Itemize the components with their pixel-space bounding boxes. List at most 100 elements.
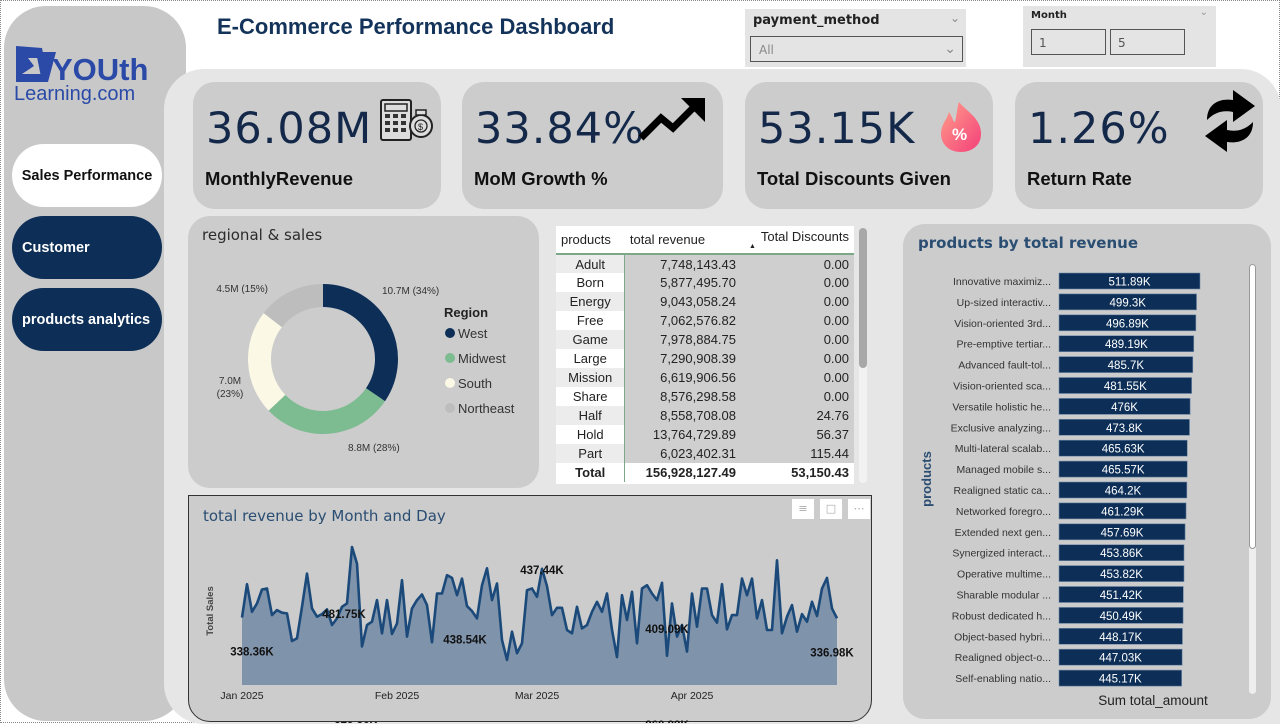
column-header[interactable]: products: [556, 226, 625, 255]
focus-mode-icon[interactable]: □: [820, 499, 842, 519]
kpi-value: 36.08M: [206, 104, 373, 154]
table-row: Part 6,023,402.31 115.44: [556, 444, 854, 463]
bar: [1058, 439, 1188, 457]
bar-category-label: Realigned object-o...: [955, 652, 1051, 664]
area-data-label: 437.44K: [520, 565, 564, 577]
bar-data-label: 451.42K: [1100, 590, 1143, 602]
bar-category-label: Operative multime...: [957, 569, 1051, 581]
kpi-label: MonthlyRevenue: [205, 168, 354, 189]
discount-flame-icon: %: [941, 102, 981, 152]
table-cell: 0.00: [741, 254, 854, 273]
kpi-total-discounts: 53.15K Total Discounts Given %: [745, 82, 993, 209]
table-cell: Large: [556, 349, 626, 368]
table-cell: Hold: [556, 425, 626, 444]
bar-category-label: Pre-emptive tertiar...: [956, 339, 1051, 351]
bar: [1058, 293, 1197, 311]
table-cell: 8,558,708.08: [624, 406, 741, 425]
bar: [1058, 648, 1183, 666]
table-cell: 0.00: [741, 273, 854, 292]
bar: [1058, 314, 1197, 332]
chevron-down-icon[interactable]: ⌄: [1199, 7, 1208, 18]
revenue-area-chart: Jan 2025 Feb 2025 Mar 2025 Apr 2025 Total Sa…: [205, 545, 854, 723]
scrollbar-thumb[interactable]: [859, 228, 867, 368]
bar-data-label: 485.7K: [1108, 360, 1145, 372]
bar-data-label: 473.8K: [1106, 423, 1143, 435]
series-line: [240, 545, 839, 662]
bar: [1058, 335, 1195, 352]
bar: [1058, 607, 1184, 624]
bar-category-label: Self-enabling natio...: [955, 673, 1051, 685]
scrollbar-thumb[interactable]: [1249, 264, 1256, 549]
y-axis-label: Total Sales: [205, 586, 216, 635]
chart-title: regional & sales: [202, 226, 323, 244]
donut-data-label: (23%): [217, 389, 244, 400]
bar-chart-scrollbar[interactable]: [1249, 264, 1256, 694]
nav-sales-performance[interactable]: Sales Performance: [12, 144, 162, 207]
kpi-label: Total Discounts Given: [757, 168, 951, 189]
donut-slice-west: [323, 284, 398, 402]
more-options-icon[interactable]: ⋯: [848, 499, 870, 519]
bar-data-label: 465.63K: [1102, 444, 1145, 456]
x-tick-label: Feb 2025: [375, 690, 420, 702]
table-cell: 0.00: [741, 349, 854, 368]
nav-label: Customer: [22, 239, 90, 256]
kpi-label: Return Rate: [1027, 168, 1132, 189]
filter-icon[interactable]: ≡: [792, 499, 814, 519]
donut-slice-south: [248, 313, 286, 411]
sidebar: YOUth Learning.com Sales Performance Cus…: [4, 6, 186, 721]
nav-customer[interactable]: Customer: [12, 216, 162, 279]
bar-category-label: Robust dedicated h...: [952, 610, 1051, 622]
nav-products-analytics[interactable]: products analytics: [12, 288, 162, 351]
bar-data-label: 465.57K: [1102, 465, 1145, 477]
donut-slice-northeast: [263, 284, 323, 328]
month-to-input[interactable]: 5: [1110, 29, 1185, 55]
area-data-label: 481.75K: [322, 609, 366, 621]
legend-item-northeast: Northeast: [458, 401, 515, 416]
table-cell: 7,290,908.39: [624, 349, 741, 368]
bar: [1058, 481, 1188, 499]
bar-data-label: 445.17K: [1099, 674, 1142, 686]
table-cell: 0.00: [741, 387, 854, 406]
bar-category-label: Vision-oriented sca...: [953, 381, 1051, 393]
table-cell: Born: [556, 273, 626, 292]
column-header[interactable]: Total Discounts ▲: [741, 226, 854, 255]
donut-slice-midwest: [268, 388, 385, 434]
bar-data-label: 453.82K: [1100, 569, 1143, 581]
table-row: Free 7,062,576.82 0.00: [556, 311, 854, 330]
month-slicer: Month ⌄ 1 5: [1023, 6, 1216, 67]
bar-data-label: 447.03K: [1099, 653, 1142, 665]
payment-method-dropdown[interactable]: All ⌄: [750, 36, 963, 62]
table-cell: 156,928,127.49: [624, 463, 741, 482]
bar-data-label: 511.89K: [1109, 277, 1151, 289]
table-cell: 13,764,729.89: [624, 425, 741, 444]
bar-category-label: Advanced fault-tol...: [958, 360, 1051, 372]
table-row: Game 7,978,884.75 0.00: [556, 330, 854, 349]
area-data-label: 279.86K: [334, 721, 378, 723]
month-from-input[interactable]: 1: [1031, 29, 1106, 55]
svg-text:%: %: [952, 125, 967, 144]
bar: [1058, 669, 1182, 687]
donut-data-label: 4.5M (15%): [216, 284, 268, 295]
nav-label: products analytics: [22, 311, 151, 328]
table-cell: Free: [556, 311, 626, 330]
table-cell: 0.00: [741, 368, 854, 387]
table-row: Adult 7,748,143.43 0.00: [556, 254, 854, 273]
area-data-label: 338.36K: [230, 647, 274, 659]
table-cell: 7,978,884.75: [624, 330, 741, 349]
bar-category-label: Sharable modular ...: [956, 590, 1051, 602]
table-scrollbar[interactable]: [859, 228, 867, 483]
bar-data-label: 476K: [1111, 402, 1138, 414]
slicer-label: Month: [1031, 10, 1067, 21]
refresh-icon: [1205, 90, 1255, 152]
x-axis-label: Sum total_amount: [1098, 693, 1208, 708]
bar: [1058, 356, 1194, 373]
table-cell: Game: [556, 330, 626, 349]
table-cell: Mission: [556, 368, 626, 387]
table-row: Energy 9,043,058.24 0.00: [556, 292, 854, 311]
donut-data-label: 8.8M (28%): [348, 443, 400, 454]
legend-marker: [445, 353, 455, 363]
table-cell: 115.44: [741, 444, 854, 463]
bar: [1058, 398, 1191, 415]
column-header[interactable]: total revenue: [624, 226, 741, 255]
chevron-down-icon[interactable]: ⌄: [949, 11, 960, 25]
